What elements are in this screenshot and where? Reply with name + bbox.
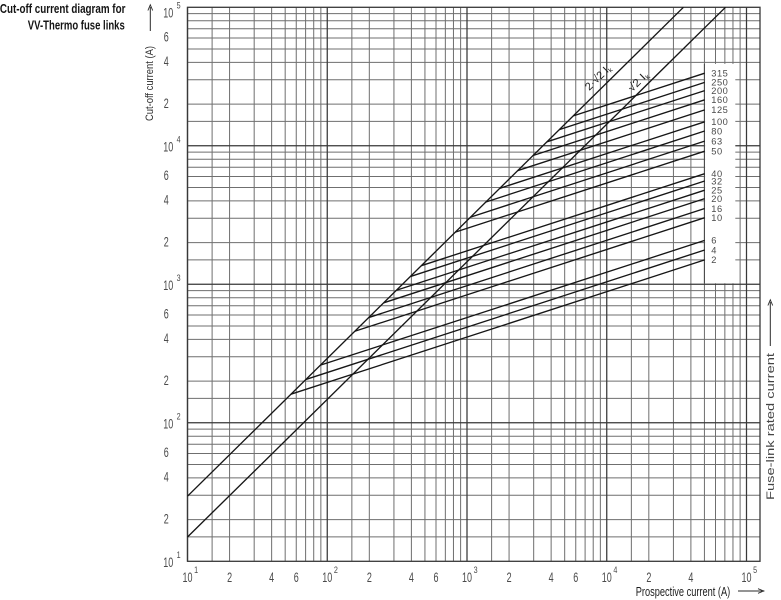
svg-text:2: 2 (164, 95, 169, 111)
svg-text:1: 1 (194, 565, 198, 575)
svg-text:10: 10 (742, 569, 752, 585)
svg-text:2: 2 (646, 569, 651, 585)
svg-text:80: 80 (711, 126, 722, 136)
svg-text:5: 5 (177, 0, 181, 10)
svg-text:32: 32 (711, 176, 722, 186)
svg-text:20: 20 (711, 194, 722, 204)
svg-text:5: 5 (753, 565, 757, 575)
svg-text:4: 4 (177, 134, 181, 144)
svg-text:4: 4 (164, 192, 169, 208)
svg-text:Cut-off current (A): Cut-off current (A) (144, 46, 156, 121)
svg-text:Prospective current (A): Prospective current (A) (636, 584, 731, 599)
svg-text:10: 10 (163, 554, 173, 570)
svg-text:6: 6 (164, 306, 169, 322)
svg-text:4: 4 (164, 53, 169, 69)
svg-text:10: 10 (602, 569, 612, 585)
svg-text:315: 315 (711, 69, 728, 79)
svg-text:4: 4 (688, 569, 693, 585)
svg-text:Fuse-link rated current: Fuse-link rated current (765, 353, 777, 500)
svg-text:10: 10 (322, 569, 332, 585)
svg-text:4: 4 (164, 469, 169, 485)
svg-text:10: 10 (163, 139, 173, 155)
svg-text:4: 4 (711, 245, 717, 255)
svg-text:6: 6 (434, 569, 439, 585)
svg-text:16: 16 (711, 204, 722, 214)
svg-text:6: 6 (573, 569, 578, 585)
svg-text:4: 4 (613, 565, 617, 575)
svg-text:Cut-off current diagram for: Cut-off current diagram for (0, 1, 125, 16)
svg-text:10: 10 (462, 569, 472, 585)
svg-text:6: 6 (711, 236, 717, 246)
svg-text:200: 200 (711, 86, 728, 96)
svg-text:2: 2 (164, 372, 169, 388)
svg-text:2: 2 (164, 233, 169, 249)
svg-text:6: 6 (164, 29, 169, 45)
svg-text:2: 2 (164, 510, 169, 526)
svg-text:125: 125 (711, 105, 728, 115)
svg-text:250: 250 (711, 78, 728, 88)
svg-text:10: 10 (183, 569, 193, 585)
svg-text:2: 2 (711, 255, 717, 265)
svg-text:2: 2 (507, 569, 512, 585)
svg-text:2: 2 (227, 569, 232, 585)
svg-text:10: 10 (163, 416, 173, 432)
svg-text:10: 10 (711, 213, 722, 223)
svg-text:25: 25 (711, 186, 722, 196)
svg-text:4: 4 (269, 569, 274, 585)
svg-text:160: 160 (711, 95, 728, 105)
svg-text:10: 10 (163, 5, 173, 21)
svg-text:VV-Thermo fuse links: VV-Thermo fuse links (28, 17, 125, 32)
svg-text:3: 3 (474, 565, 478, 575)
svg-text:1: 1 (177, 550, 181, 560)
svg-text:50: 50 (711, 147, 722, 157)
svg-text:40: 40 (711, 169, 722, 179)
svg-text:4: 4 (549, 569, 554, 585)
svg-text:10: 10 (163, 277, 173, 293)
svg-text:2: 2 (367, 569, 372, 585)
svg-text:3: 3 (177, 273, 181, 283)
svg-text:100: 100 (711, 117, 728, 127)
svg-text:2: 2 (177, 411, 181, 421)
svg-text:6: 6 (294, 569, 299, 585)
svg-text:4: 4 (409, 569, 414, 585)
svg-text:2: 2 (334, 565, 338, 575)
svg-text:6: 6 (164, 167, 169, 183)
svg-text:6: 6 (164, 444, 169, 460)
svg-text:63: 63 (711, 136, 722, 146)
svg-text:4: 4 (164, 330, 169, 346)
